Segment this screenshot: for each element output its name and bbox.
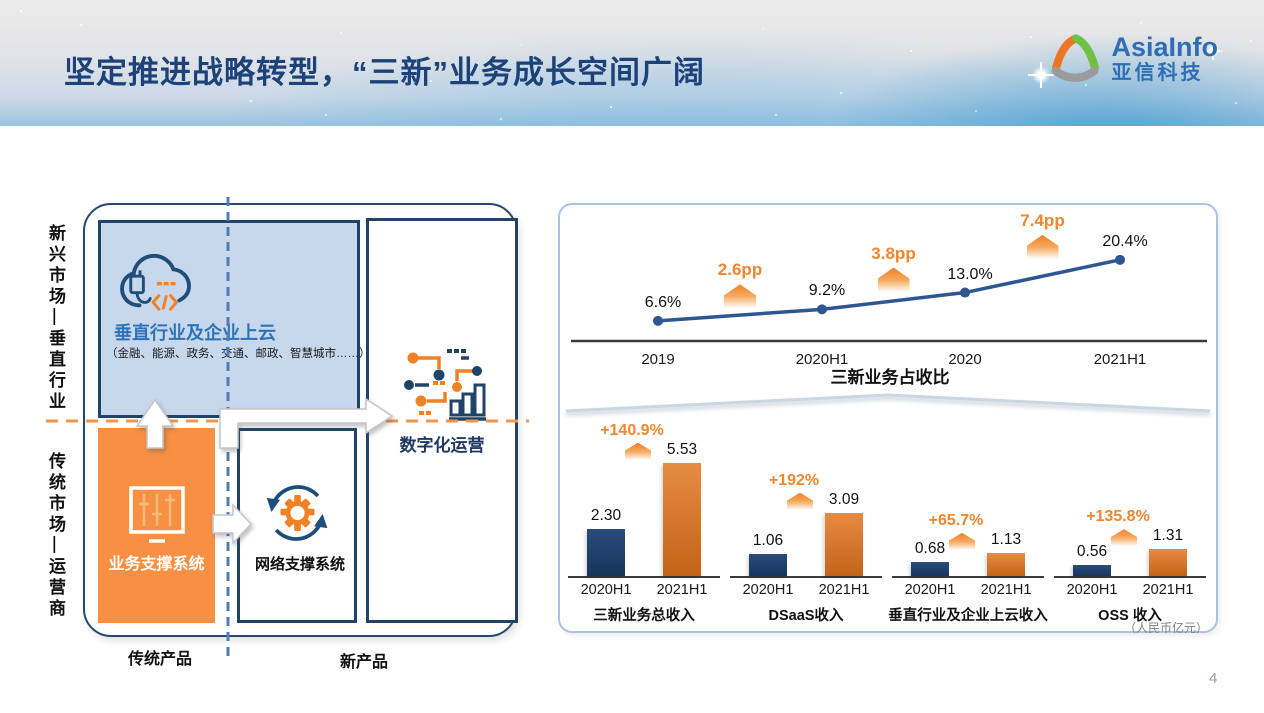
growth-label: +140.9% bbox=[600, 421, 664, 439]
divider-chevron bbox=[565, 393, 1211, 413]
line-chart-series bbox=[657, 258, 1121, 323]
line-point-value-label: 6.6% bbox=[644, 293, 682, 311]
line-chart-point bbox=[653, 315, 663, 326]
bss-box: 业务支撑系统 bbox=[98, 428, 215, 623]
logo-name-cn: 亚信科技 bbox=[1111, 62, 1204, 84]
bar-2021H1 bbox=[1149, 549, 1187, 576]
growth-up-arrow-icon bbox=[949, 532, 975, 550]
line-x-axis-label: 2019 bbox=[641, 351, 675, 368]
slide-header: 坚定推进战略转型，“三新”业务成长空间广阔 AsiaInfo 亚信科技 bbox=[0, 0, 1264, 126]
bar-group-axis bbox=[892, 576, 1044, 578]
gear-sync-icon bbox=[266, 485, 328, 541]
line-x-axis-label: 2020H1 bbox=[795, 351, 849, 368]
line-chart-point bbox=[1115, 254, 1125, 265]
bar-x-axis-label: 2021H1 bbox=[818, 582, 870, 598]
bar-group: 0.68 2020H1 1.13 2021H1 +65.7% 垂直行业及企业上云收入 bbox=[888, 205, 1048, 635]
bar-value-label: 0.56 bbox=[1076, 542, 1108, 560]
bar-2021H1 bbox=[663, 462, 701, 576]
cloud-box-title: 垂直行业及企业上云 bbox=[114, 323, 276, 343]
bar-x-axis-label: 2020H1 bbox=[742, 582, 794, 598]
slide-title: 坚定推进战略转型，“三新”业务成长空间广阔 bbox=[64, 55, 705, 90]
line-point-value-label: 13.0% bbox=[947, 265, 993, 283]
unit-note: （人民币亿元） bbox=[1123, 621, 1208, 635]
market-label-emerging: 新兴市场—垂直行业 bbox=[46, 224, 65, 413]
line-point-value-label: 9.2% bbox=[808, 282, 846, 300]
bar-value-label: 3.09 bbox=[828, 490, 860, 508]
page-number: 4 bbox=[1209, 670, 1218, 687]
bar-x-axis-label: 2020H1 bbox=[904, 582, 956, 598]
growth-label: +192% bbox=[768, 471, 820, 489]
asiainfo-logo-text: AsiaInfo 亚信科技 bbox=[1111, 33, 1218, 85]
bar-group: 0.56 2020H1 1.31 2021H1 +135.8% OSS 收入 bbox=[1054, 205, 1206, 635]
growth-up-arrow-icon bbox=[1111, 529, 1137, 547]
line-point-value-label: 20.4% bbox=[1102, 232, 1148, 250]
nss-box-title: 网络支撑系统 bbox=[254, 556, 345, 573]
cloud-box-subtitle: （金融、能源、政务、交通、邮政、智慧城市……） bbox=[106, 348, 371, 360]
line-x-axis-label: 2020 bbox=[948, 351, 982, 368]
bar-group-axis bbox=[568, 576, 720, 578]
digital-operation-icon bbox=[404, 349, 486, 421]
bar-x-axis-label: 2021H1 bbox=[656, 582, 708, 598]
cloud-plug-icon bbox=[120, 253, 191, 311]
bar-value-label: 5.53 bbox=[666, 440, 698, 458]
bar-x-axis-label: 2020H1 bbox=[580, 582, 632, 598]
bar-x-axis-label: 2021H1 bbox=[980, 582, 1032, 598]
asiainfo-logo-icon bbox=[1051, 34, 1100, 82]
bar-group: 2.30 2020H1 5.53 2021H1 +140.9% 三新业务总收入 bbox=[568, 205, 720, 635]
product-label-traditional: 传统产品 bbox=[128, 651, 193, 668]
nss-box: 网络支撑系统 bbox=[237, 428, 357, 623]
bar-x-axis-label: 2020H1 bbox=[1066, 582, 1118, 598]
star-field bbox=[20, 10, 22, 12]
digital-box-title: 数字化运营 bbox=[399, 436, 485, 455]
growth-label: +135.8% bbox=[1086, 508, 1150, 526]
growth-label: +65.7% bbox=[928, 511, 984, 529]
bar-x-axis-label: 2021H1 bbox=[1142, 582, 1194, 598]
delta-label: 3.8pp bbox=[871, 243, 916, 263]
bar-2020H1 bbox=[911, 562, 949, 576]
growth-up-arrow-icon bbox=[625, 442, 651, 460]
line-chart bbox=[571, 254, 1207, 343]
bar-group-title: 三新业务总收入 bbox=[593, 608, 695, 624]
product-label-new: 新产品 bbox=[340, 654, 389, 671]
line-chart-point bbox=[960, 287, 970, 298]
bar-group-axis bbox=[730, 576, 882, 578]
bar-group-title: OSS 收入 bbox=[1098, 608, 1162, 624]
digital-box: 数字化运营 bbox=[366, 218, 518, 623]
bar-group-title: 垂直行业及企业上云收入 bbox=[888, 608, 1048, 624]
bar-value-label: 1.13 bbox=[990, 530, 1022, 548]
bss-box-title: 业务支撑系统 bbox=[108, 556, 205, 573]
bar-2021H1 bbox=[825, 512, 863, 576]
line-x-axis-label: 2021H1 bbox=[1093, 351, 1147, 368]
asiainfo-logo: AsiaInfo 亚信科技 bbox=[1049, 32, 1218, 86]
monitor-icon bbox=[129, 486, 185, 543]
market-label-traditional: 传统市场—运营商 bbox=[46, 452, 65, 620]
growth-up-arrow-icon bbox=[787, 492, 813, 510]
bar-group-title: DSaaS收入 bbox=[768, 608, 844, 624]
logo-name-en: AsiaInfo bbox=[1111, 32, 1218, 62]
bar-value-label: 2.30 bbox=[590, 506, 622, 524]
charts-panel: 三新业务占收比 （人民币亿元） 6.6% 2019 9.2% 2020H1 13.0% 2… bbox=[558, 203, 1218, 635]
bar-2020H1 bbox=[1073, 564, 1111, 576]
bar-2020H1 bbox=[749, 554, 787, 576]
bar-value-label: 1.06 bbox=[752, 532, 784, 550]
bar-group: 1.06 2020H1 3.09 2021H1 +192% DSaaS收入 bbox=[730, 205, 882, 635]
line-chart-point bbox=[817, 304, 827, 315]
bar-group-axis bbox=[1054, 576, 1206, 578]
sparkle-star-icon bbox=[1203, 41, 1223, 61]
cloud-box: 垂直行业及企业上云 （金融、能源、政务、交通、邮政、智慧城市……） bbox=[98, 220, 371, 418]
sparkle-star-icon bbox=[1028, 62, 1054, 88]
bar-value-label: 0.68 bbox=[914, 540, 946, 558]
bar-value-label: 1.31 bbox=[1152, 527, 1184, 545]
bar-2021H1 bbox=[987, 552, 1025, 576]
bar-2020H1 bbox=[587, 528, 625, 576]
line-chart-title: 三新业务占收比 bbox=[830, 368, 950, 387]
delta-label: 2.6pp bbox=[717, 260, 763, 280]
delta-label: 7.4pp bbox=[1020, 210, 1065, 230]
